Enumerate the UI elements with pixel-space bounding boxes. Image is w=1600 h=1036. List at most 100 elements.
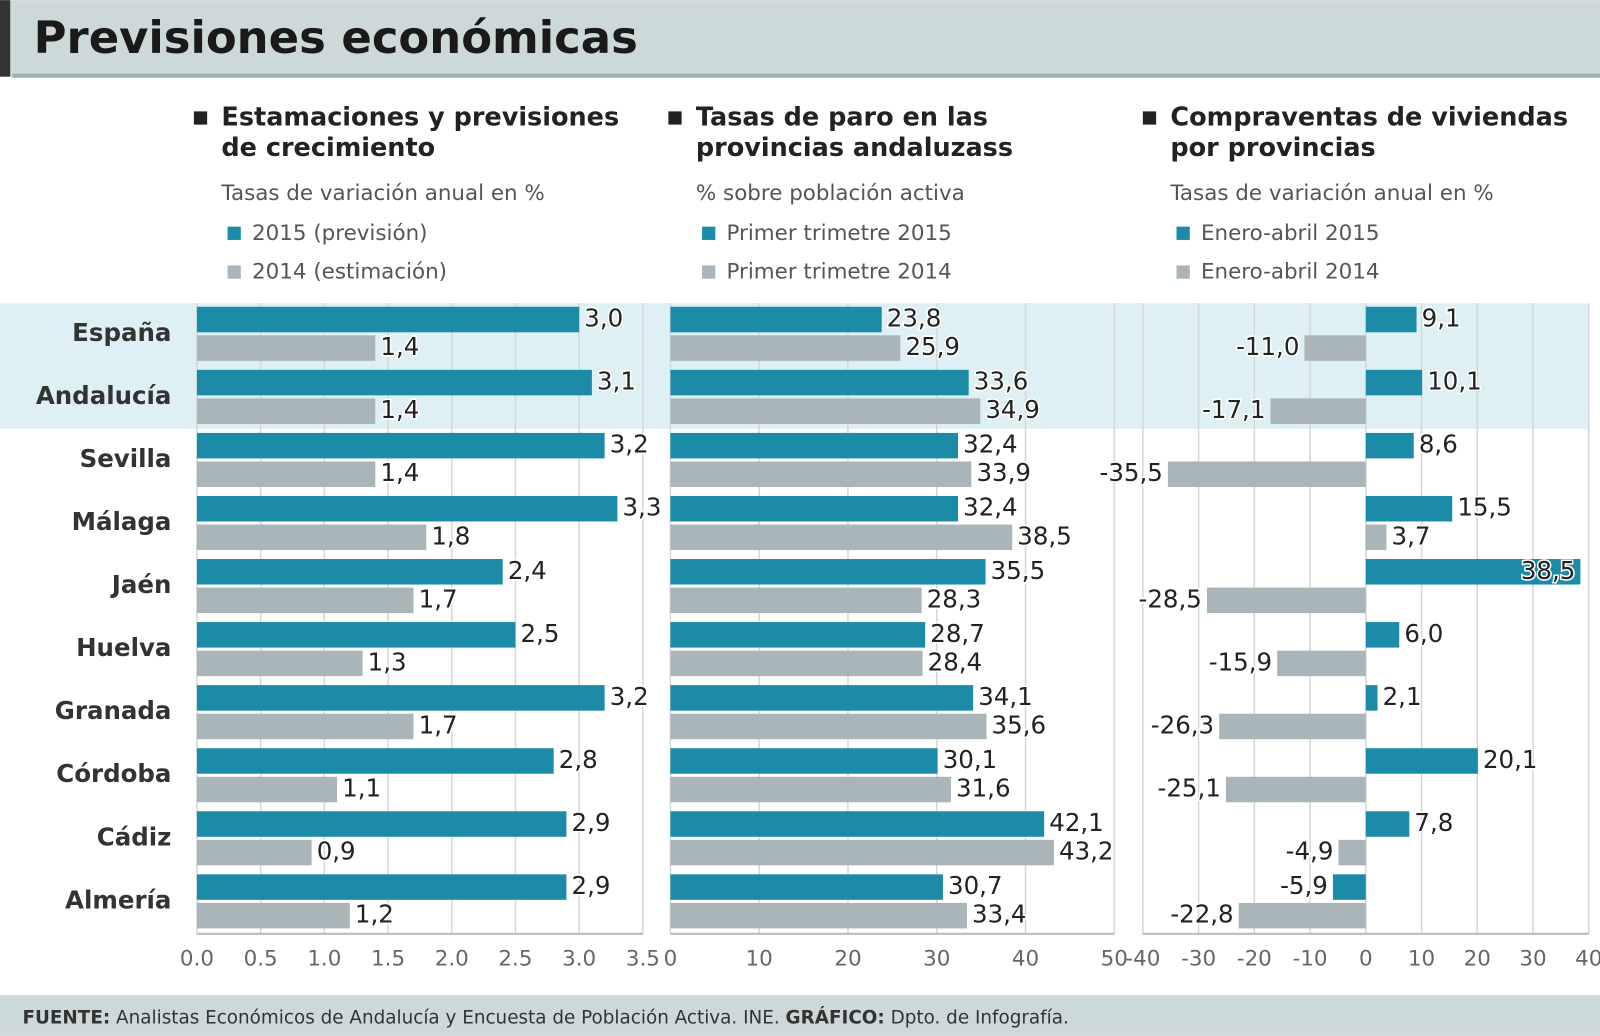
- bar: [1365, 524, 1387, 551]
- bar: [670, 559, 986, 585]
- header-bullet: [193, 111, 208, 125]
- value-label: -28,5: [1139, 584, 1202, 613]
- chart-subtitle: Tasas de variación anual en %: [1169, 181, 1493, 206]
- value-label: 2,8: [559, 745, 598, 774]
- bar: [670, 874, 943, 900]
- x-tick-label: 50: [1101, 946, 1128, 971]
- bar: [196, 839, 312, 866]
- x-tick-label: 2.0: [435, 946, 469, 971]
- legend-swatch: [702, 265, 716, 279]
- value-label: 1,7: [419, 584, 458, 613]
- value-label: 28,4: [928, 647, 982, 676]
- bar: [670, 811, 1045, 837]
- x-tick-label: 3.5: [626, 946, 660, 971]
- footer: FUENTE: Analistas Económicos de Andalucí…: [22, 1007, 1068, 1029]
- bar: [1365, 748, 1478, 774]
- category-label: Sevilla: [80, 444, 172, 473]
- bar: [670, 587, 922, 614]
- header-bullet: [668, 111, 682, 125]
- legend-swatch: [1176, 226, 1190, 240]
- legend-label: 2014 (estimación): [252, 260, 447, 285]
- value-label: 28,7: [930, 619, 984, 648]
- value-label: 10,1: [1427, 367, 1481, 396]
- value-label: 31,6: [956, 774, 1010, 803]
- chart-title: Compraventas de viviendas: [1170, 103, 1568, 133]
- bar: [196, 811, 567, 837]
- value-label: 34,1: [978, 682, 1032, 711]
- value-label: 33,4: [972, 900, 1026, 929]
- bar: [196, 559, 503, 585]
- bar: [670, 776, 951, 803]
- category-label: Almería: [65, 885, 171, 914]
- bar: [670, 432, 959, 459]
- value-label: -15,9: [1209, 647, 1272, 676]
- value-label: 30,7: [948, 871, 1002, 900]
- credit: Dpto. de Infografía.: [891, 1008, 1069, 1029]
- value-label: 1,2: [355, 900, 394, 929]
- value-label: -26,3: [1151, 710, 1214, 739]
- x-tick-label: -30: [1181, 946, 1216, 971]
- title-rule: [12, 73, 1600, 78]
- bar: [670, 369, 969, 396]
- value-label: 2,9: [572, 808, 611, 837]
- value-label: 2,9: [572, 871, 611, 900]
- bar: [1365, 685, 1378, 711]
- chart-title: Tasas de paro en las: [696, 103, 988, 133]
- bar: [196, 398, 376, 424]
- value-label: 3,0: [584, 304, 623, 333]
- bar: [1238, 902, 1366, 929]
- category-label: Andalucía: [36, 381, 172, 410]
- value-label: 1,4: [380, 332, 419, 361]
- x-tick-label: 40: [1575, 946, 1600, 971]
- value-label: 38,5: [1521, 556, 1575, 585]
- chart-subtitle: % sobre población activa: [696, 181, 965, 206]
- value-label: 6,0: [1404, 619, 1443, 648]
- x-tick-label: 1.0: [307, 946, 341, 971]
- x-tick-label: 30: [1519, 946, 1546, 971]
- title-stripe: [0, 0, 11, 77]
- value-label: 15,5: [1457, 493, 1511, 522]
- bar: [670, 306, 882, 333]
- value-label: 7,8: [1414, 808, 1453, 837]
- value-label: 35,5: [991, 556, 1045, 585]
- value-label: 3,1: [597, 367, 636, 396]
- bar: [1219, 713, 1366, 740]
- bar: [1365, 369, 1423, 396]
- value-label: 1,1: [342, 774, 381, 803]
- value-label: 2,4: [508, 556, 547, 585]
- category-label: Jaén: [110, 570, 172, 599]
- category-label: Córdoba: [56, 759, 171, 788]
- credit-label: GRÁFICO:: [786, 1007, 885, 1029]
- value-label: -17,1: [1202, 395, 1265, 424]
- bar: [1365, 432, 1414, 459]
- bar: [196, 874, 567, 900]
- x-tick-label: 40: [1012, 946, 1039, 971]
- value-label: 8,6: [1419, 430, 1458, 459]
- legend-swatch: [227, 226, 241, 240]
- category-label: Málaga: [72, 507, 172, 536]
- bar: [1365, 559, 1581, 585]
- bar: [196, 622, 516, 648]
- value-label: 33,9: [976, 458, 1030, 487]
- value-label: -11,0: [1236, 332, 1299, 361]
- value-label: 1,3: [368, 647, 407, 676]
- legend-label: Enero-abril 2014: [1201, 260, 1380, 285]
- bar: [196, 748, 554, 774]
- legend-label: 2015 (previsión): [252, 221, 427, 246]
- x-tick-label: 20: [834, 946, 861, 971]
- chart-title: por provincias: [1170, 133, 1375, 163]
- value-label: 3,3: [622, 493, 661, 522]
- value-label: 34,9: [985, 395, 1039, 424]
- category-label: Cádiz: [97, 822, 172, 851]
- chart-title: provincias andaluzass: [696, 133, 1013, 163]
- legend-swatch: [227, 265, 241, 279]
- bar: [196, 776, 338, 803]
- header-bullet: [1142, 111, 1157, 125]
- value-label: 2,5: [521, 619, 560, 648]
- value-label: 3,2: [610, 430, 649, 459]
- bar: [670, 685, 974, 711]
- bar: [670, 495, 959, 522]
- bar: [196, 495, 618, 522]
